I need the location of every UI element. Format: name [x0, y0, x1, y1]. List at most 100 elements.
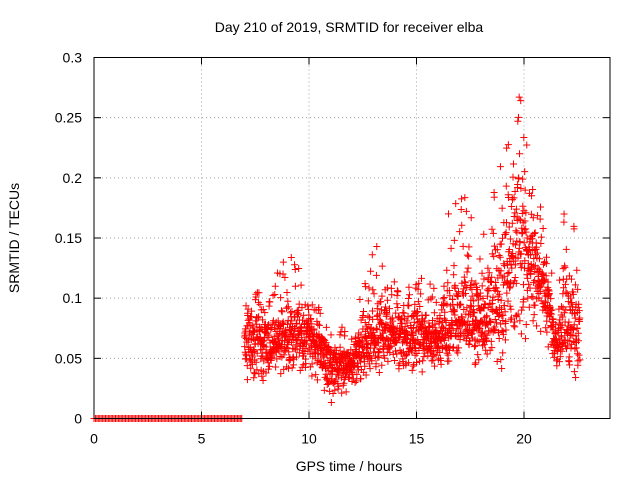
- data-point: [279, 258, 287, 266]
- data-point: [271, 282, 279, 290]
- data-point: [331, 386, 339, 394]
- data-point: [527, 210, 535, 218]
- data-point: [361, 280, 369, 288]
- y-tick-label: 0.15: [55, 230, 82, 246]
- data-point: [283, 289, 291, 297]
- data-point: [322, 349, 330, 357]
- data-point: [377, 306, 385, 314]
- data-point: [414, 298, 422, 306]
- data-point: [523, 271, 531, 279]
- data-point: [528, 192, 536, 200]
- data-point: [468, 277, 476, 285]
- data-point: [262, 343, 270, 351]
- data-point: [338, 323, 346, 331]
- data-point: [492, 319, 500, 327]
- data-point: [494, 296, 502, 304]
- axis-ticks: 0 0.05 0.1 0.15 0.2 0.25 0.3 0 5 10 15 20: [55, 50, 610, 447]
- data-point: [542, 260, 550, 268]
- data-point: [458, 221, 466, 229]
- data-point: [562, 306, 570, 314]
- data-point: [333, 370, 341, 378]
- data-point: [511, 261, 519, 269]
- data-point: [503, 144, 511, 152]
- data-point: [285, 357, 293, 365]
- data-point: [495, 252, 503, 260]
- data-point: [378, 292, 386, 300]
- data-point: [516, 317, 524, 325]
- data-point: [408, 348, 416, 356]
- data-point: [514, 117, 522, 125]
- data-point: [569, 290, 577, 298]
- data-point: [384, 357, 392, 365]
- data-point: [522, 209, 530, 217]
- y-tick-label: 0: [74, 411, 82, 427]
- data-point: [384, 296, 392, 304]
- data-point: [518, 306, 526, 314]
- data-point: [516, 150, 524, 158]
- data-point: [355, 348, 363, 356]
- data-point: [537, 327, 545, 335]
- data-point: [340, 379, 348, 387]
- data-point: [497, 296, 505, 304]
- data-point: [508, 196, 516, 204]
- data-point: [512, 279, 520, 287]
- data-point: [405, 291, 413, 299]
- data-point: [373, 326, 381, 334]
- data-point: [457, 206, 465, 214]
- data-point: [522, 335, 530, 343]
- data-point: [509, 252, 517, 260]
- data-point: [431, 362, 439, 370]
- data-point: [252, 293, 260, 301]
- data-point: [277, 307, 285, 315]
- data-point: [398, 320, 406, 328]
- data-point: [504, 141, 512, 149]
- data-point: [284, 297, 292, 305]
- data-point: [354, 366, 362, 374]
- data-point: [487, 277, 495, 285]
- data-point: [516, 238, 524, 246]
- data-point: [416, 357, 424, 365]
- data-point: [405, 302, 413, 310]
- data-point: [530, 229, 538, 237]
- data-point: [482, 319, 490, 327]
- data-point: [529, 317, 537, 325]
- data-point: [488, 344, 496, 352]
- data-point: [511, 323, 519, 331]
- data-point: [515, 244, 523, 252]
- data-point: [414, 285, 422, 293]
- data-point: [556, 353, 564, 361]
- y-tick-label: 0.1: [63, 290, 83, 306]
- data-point: [575, 300, 583, 308]
- data-point: [495, 290, 503, 298]
- data-point: [424, 332, 432, 340]
- data-point: [361, 362, 369, 370]
- data-point: [411, 344, 419, 352]
- data-point: [563, 342, 571, 350]
- data-point: [372, 271, 380, 279]
- data-point: [432, 351, 440, 359]
- data-point: [315, 304, 323, 312]
- data-point: [493, 357, 501, 365]
- data-point: [495, 334, 503, 342]
- data-point: [367, 267, 375, 275]
- data-point: [440, 293, 448, 301]
- data-point: [265, 321, 273, 329]
- data-point: [444, 351, 452, 359]
- data-point: [430, 309, 438, 317]
- data-point: [262, 369, 270, 377]
- data-point: [499, 349, 507, 357]
- data-point: [460, 285, 468, 293]
- data-point: [570, 225, 578, 233]
- data-point: [557, 325, 565, 333]
- data-point: [437, 360, 445, 368]
- data-point: [258, 341, 266, 349]
- data-point: [455, 344, 463, 352]
- data-point: [480, 230, 488, 238]
- data-point: [540, 276, 548, 284]
- data-point: [531, 301, 539, 309]
- data-point: [521, 217, 529, 225]
- data-point: [444, 279, 452, 287]
- data-point: [575, 351, 583, 359]
- data-point: [458, 195, 466, 203]
- data-point: [304, 302, 312, 310]
